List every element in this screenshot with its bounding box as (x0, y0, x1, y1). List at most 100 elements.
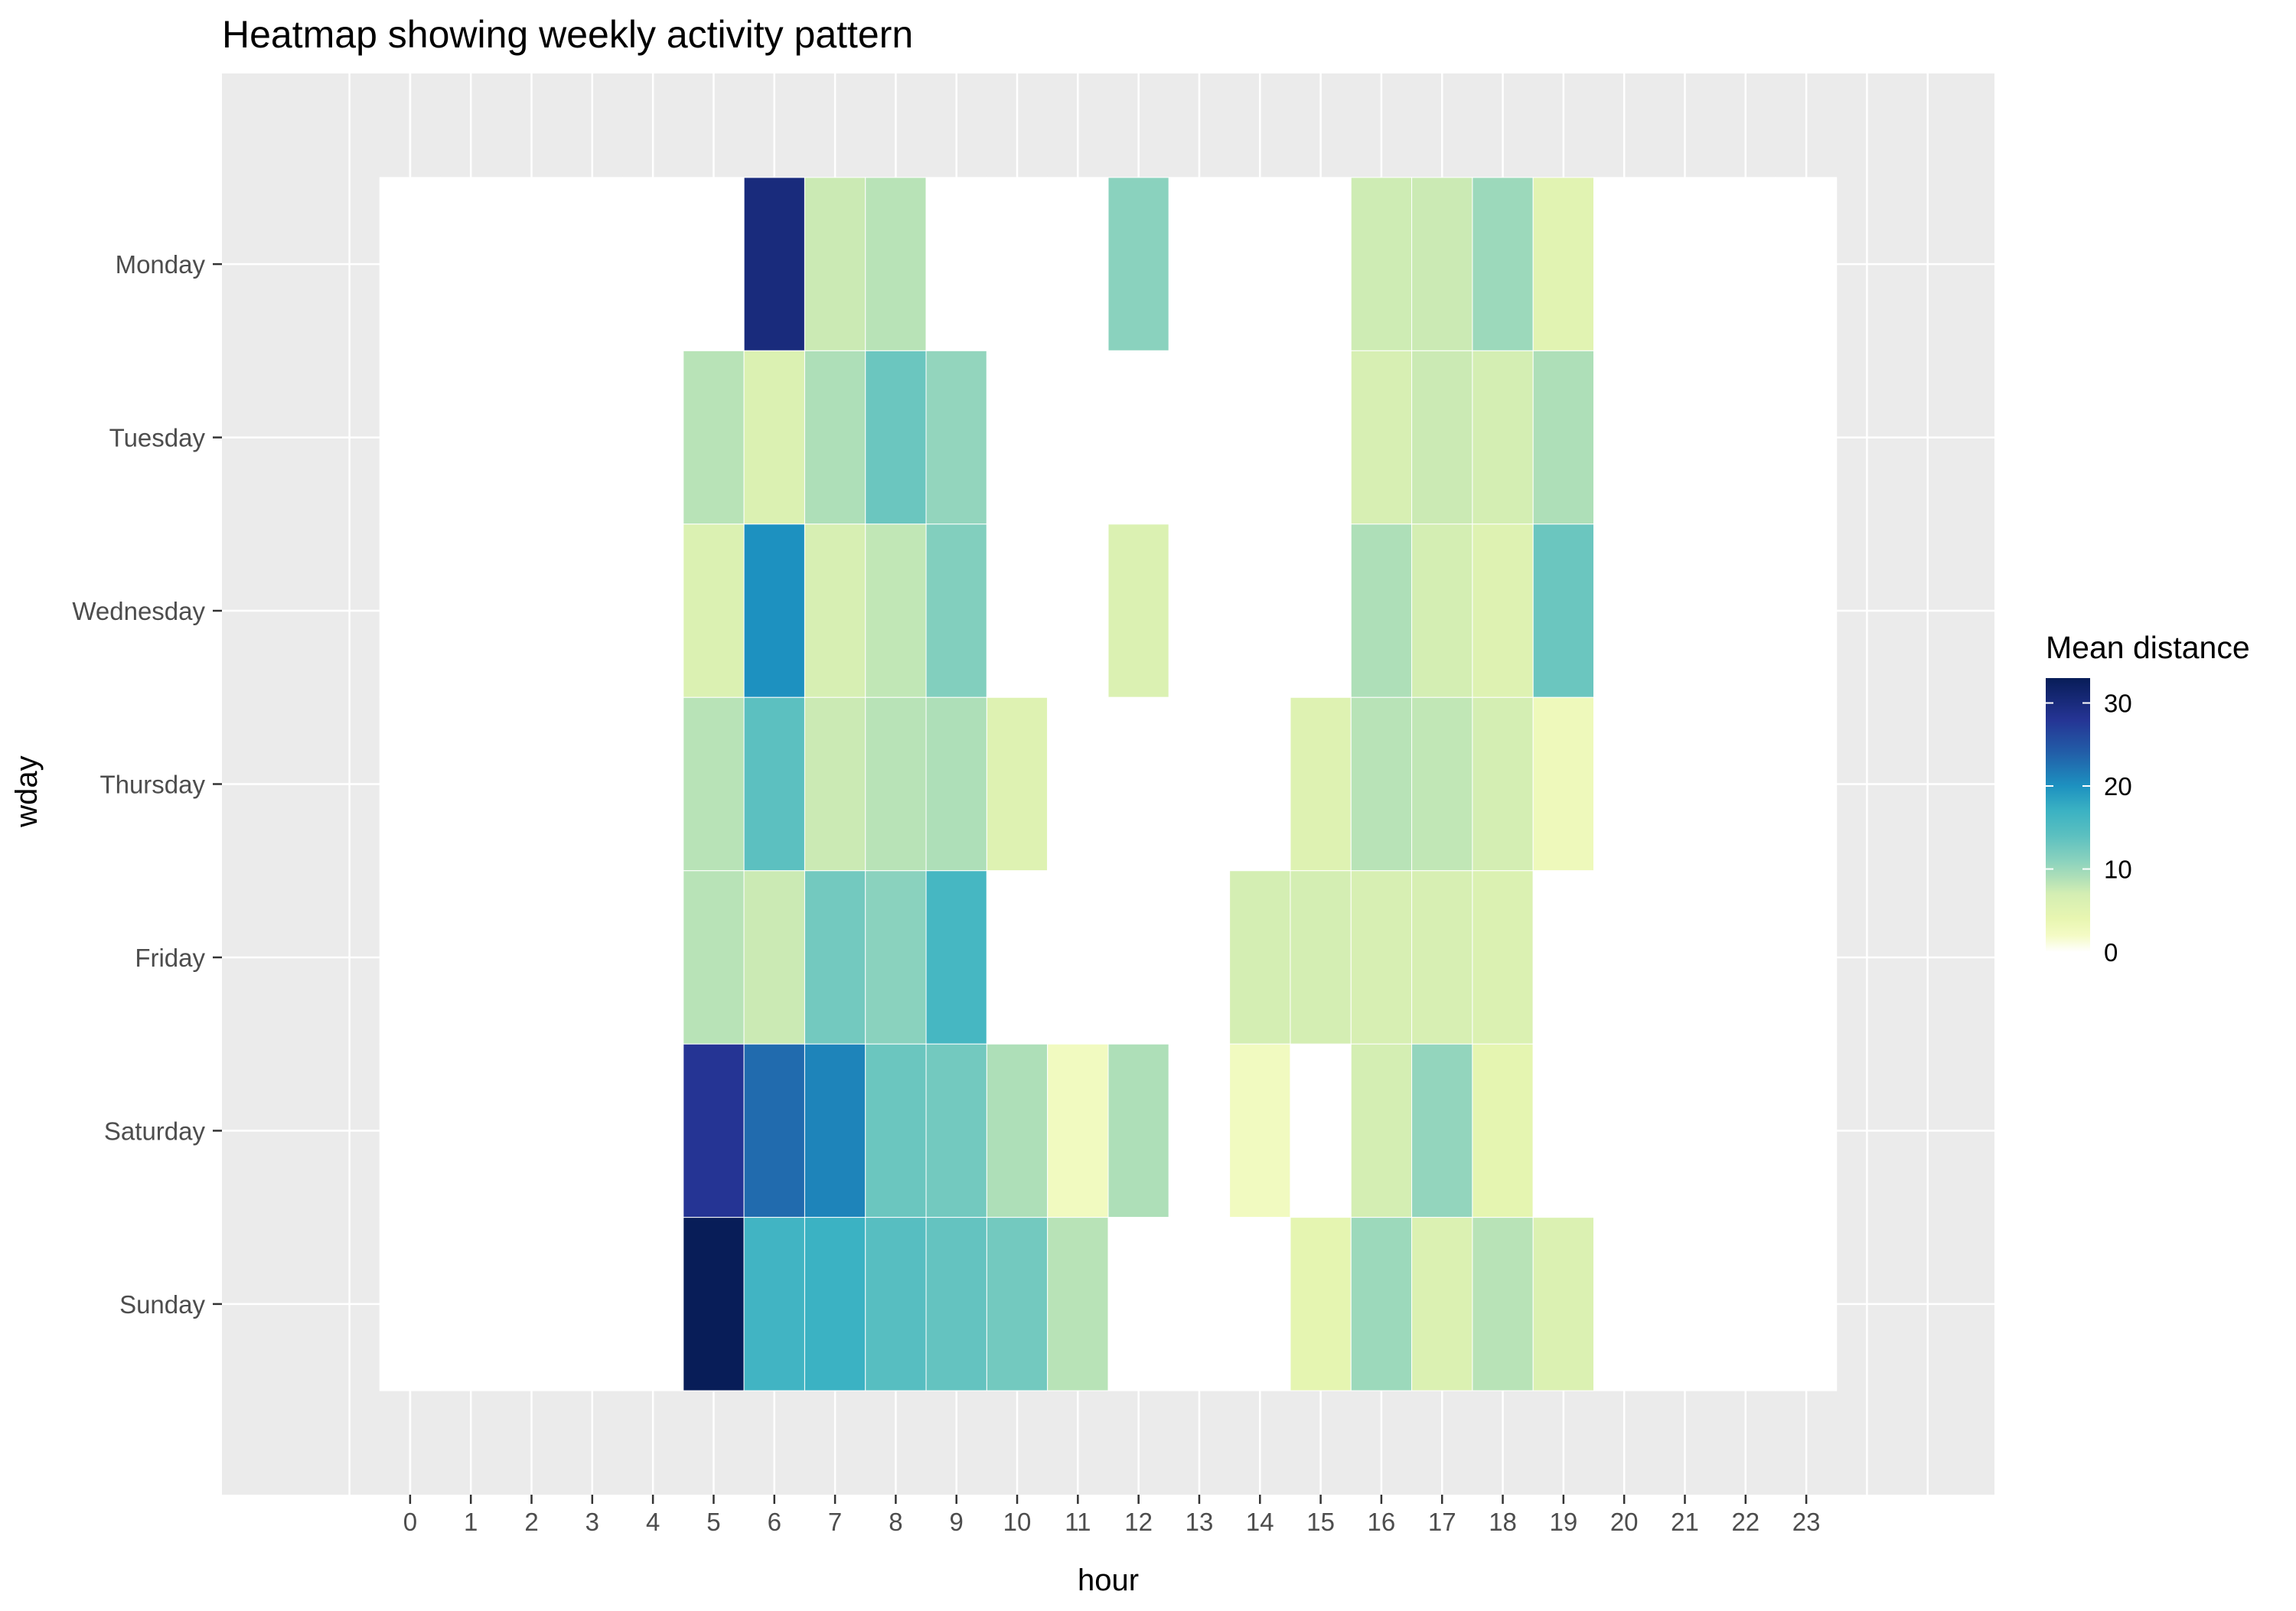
legend: Mean distance 30 20 10 0 (2046, 630, 2250, 967)
heatmap-cell (1229, 870, 1291, 1045)
x-tick-label: 18 (1489, 1508, 1517, 1536)
heatmap-cell (925, 523, 987, 698)
heatmap-cell (379, 177, 442, 351)
heatmap-cell (683, 1043, 745, 1218)
heatmap-cell (1411, 177, 1473, 351)
heatmap-cell (925, 1217, 987, 1391)
heatmap-cell (1107, 870, 1169, 1045)
y-tick-label: Monday (116, 250, 206, 279)
heatmap-cell (1290, 523, 1352, 698)
heatmap-cell (986, 1043, 1049, 1218)
heatmap-cell (621, 870, 684, 1045)
heatmap-cell (986, 870, 1049, 1045)
heatmap-cell (865, 177, 927, 351)
heatmap-cell (1047, 696, 1109, 872)
heatmap-cell (379, 870, 442, 1045)
heatmap-cell (1229, 177, 1291, 351)
heatmap-cell (1290, 350, 1352, 525)
heatmap-cell (804, 523, 866, 698)
heatmap-cell (804, 1043, 866, 1218)
heatmap-cell (1411, 1217, 1473, 1391)
heatmap-cell (1229, 1043, 1291, 1218)
heatmap-cell (440, 350, 502, 525)
heatmap-cell (440, 1217, 502, 1391)
heatmap-cell (1047, 1043, 1109, 1218)
heatmap-cell (865, 523, 927, 698)
heatmap-cell (561, 1217, 623, 1391)
x-tick-label: 16 (1368, 1508, 1396, 1536)
heatmap-cell (1290, 696, 1352, 872)
heatmap-cell (501, 177, 563, 351)
heatmap-cell (1472, 696, 1534, 872)
heatmap-cell (561, 1043, 623, 1218)
heatmap-cell (925, 177, 987, 351)
heatmap-cell (1714, 177, 1776, 351)
heatmap-cell (1350, 177, 1413, 351)
heatmap-cell (440, 523, 502, 698)
heatmap-cell (440, 1043, 502, 1218)
heatmap-cell (743, 523, 805, 698)
heatmap-cell (1593, 696, 1655, 872)
heatmap-cell (986, 350, 1049, 525)
heatmap-cell (1350, 350, 1413, 525)
heatmap-cell (1775, 1043, 1838, 1218)
heatmap-cell (561, 177, 623, 351)
heatmap-cell (1532, 523, 1595, 698)
x-tick-label: 5 (706, 1508, 720, 1536)
heatmap-cell (865, 1043, 927, 1218)
heatmap-cell (379, 1043, 442, 1218)
heatmap-cell (1714, 696, 1776, 872)
heatmap-cell (1290, 870, 1352, 1045)
heatmap-cell (621, 177, 684, 351)
x-tick-label: 3 (585, 1508, 599, 1536)
heatmap-cell (1714, 1217, 1776, 1391)
heatmap-cell (440, 696, 502, 872)
heatmap-cell (1350, 696, 1413, 872)
y-tick-label: Friday (135, 944, 205, 972)
x-tick-label: 9 (950, 1508, 964, 1536)
x-tick-label: 17 (1428, 1508, 1456, 1536)
heatmap-cell (986, 696, 1049, 872)
heatmap-cell (1350, 1217, 1413, 1391)
heatmap-cell (379, 523, 442, 698)
heatmap-cell (1229, 350, 1291, 525)
heatmap-cell (925, 696, 987, 872)
heatmap-cell (865, 1217, 927, 1391)
heatmap-cell (986, 523, 1049, 698)
heatmap-cell (1168, 1217, 1231, 1391)
heatmap-cell (1654, 870, 1716, 1045)
x-tick-label: 4 (646, 1508, 660, 1536)
x-axis: 0 1 2 3 4 5 6 7 8 9 10 11 12 13 14 15 16 17 18 19 20 21 22 23 (403, 1495, 1820, 1536)
heatmap-cell (1593, 177, 1655, 351)
heatmap-cell (865, 870, 927, 1045)
x-axis-label: hour (1078, 1564, 1139, 1597)
legend-tick-label: 0 (2104, 938, 2118, 967)
heatmap-cell (1290, 1217, 1352, 1391)
heatmap-cell (1472, 523, 1534, 698)
heatmap-cell (1593, 870, 1655, 1045)
heatmap-cell (1714, 870, 1776, 1045)
x-tick-label: 0 (403, 1508, 417, 1536)
heatmap-cell (1350, 1043, 1413, 1218)
heatmap-cell (561, 523, 623, 698)
heatmap-cell (1593, 1217, 1655, 1391)
heatmap-cell (1107, 523, 1169, 698)
heatmap-cell (1714, 523, 1776, 698)
heatmap-cell (1411, 696, 1473, 872)
heatmap-cell (621, 1217, 684, 1391)
x-tick-label: 10 (1003, 1508, 1032, 1536)
y-tick-label: Thursday (99, 771, 205, 799)
heatmap-cell (743, 1217, 805, 1391)
heatmap-cell (804, 696, 866, 872)
heatmap-cell (1107, 177, 1169, 351)
x-tick-label: 20 (1610, 1508, 1639, 1536)
heatmap-cell (1775, 870, 1838, 1045)
heatmap-cell (1472, 177, 1534, 351)
heatmap-cell (683, 350, 745, 525)
x-tick-label: 15 (1306, 1508, 1335, 1536)
heatmap-cell (1047, 1217, 1109, 1391)
heatmap-cell (1532, 696, 1595, 872)
heatmap-cell (501, 523, 563, 698)
heatmap-cell (865, 350, 927, 525)
y-axis-label: wday (10, 755, 44, 827)
